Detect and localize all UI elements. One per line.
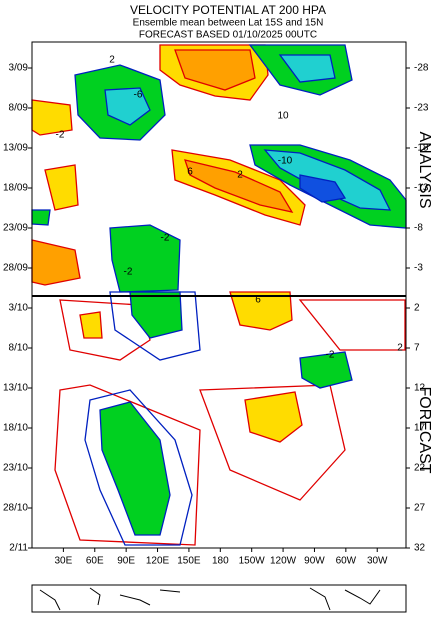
x-tick-label: 120E [146, 556, 170, 567]
y-tick-label: 18/09 [3, 183, 28, 194]
y-tick-label: 8/10 [9, 343, 29, 354]
x-tick-label: 60E [86, 556, 104, 567]
contour-label: 2 [397, 343, 403, 354]
y-tick-label: 23/10 [3, 463, 28, 474]
x-tick-label: 180 [212, 556, 229, 567]
y2-tick-label: 7 [414, 343, 420, 354]
y2-tick-label: 12 [414, 383, 426, 394]
chart-title: VELOCITY POTENTIAL AT 200 HPA [130, 3, 326, 17]
map-strip [31, 584, 407, 613]
x-tick-label: 90W [304, 556, 325, 567]
y2-tick-label: -8 [414, 223, 423, 234]
y-tick-label: 13/10 [3, 383, 28, 394]
y2-tick-label: -23 [414, 103, 429, 114]
contour-label: 10 [277, 111, 289, 122]
contour-label: -6 [134, 90, 143, 101]
section-label: ANALYSIS [416, 131, 433, 208]
y2-tick-label: -18 [414, 143, 429, 154]
y-tick-label: 8/09 [9, 103, 29, 114]
y-tick-label: 3/09 [9, 63, 29, 74]
y-tick-label: 3/10 [9, 303, 29, 314]
contour-label: -2 [326, 350, 335, 361]
y2-tick-label: 2 [414, 303, 420, 314]
y2-tick-label: -3 [414, 263, 423, 274]
y-tick-label: 28/09 [3, 263, 28, 274]
contour-label: 6 [255, 295, 261, 306]
x-tick-label: 60W [336, 556, 357, 567]
x-tick-label: 150E [177, 556, 201, 567]
y2-tick-label: -28 [414, 63, 429, 74]
y2-tick-label: 22 [414, 463, 426, 474]
contour-label: -2 [56, 130, 65, 141]
x-tick-label: 120W [270, 556, 297, 567]
contour-label: 6 [187, 167, 193, 178]
contour-label: -2 [124, 267, 133, 278]
contour-label: 2 [109, 55, 115, 66]
y2-tick-label: 32 [414, 543, 426, 554]
section-label: FORECAST [416, 386, 433, 473]
x-tick-label: 150W [239, 556, 266, 567]
y-tick-label: 23/09 [3, 223, 28, 234]
y-tick-label: 28/10 [3, 503, 28, 514]
subtitle: Ensemble mean between Lat 15S and 15N [133, 18, 324, 29]
contour-label: -2 [161, 233, 170, 244]
y-tick-label: 18/10 [3, 423, 28, 434]
contour-label: -10 [278, 156, 293, 167]
y2-tick-label: 17 [414, 423, 426, 434]
y-tick-label: 2/11 [9, 543, 28, 554]
subtitle: FORECAST BASED 01/10/2025 00UTC [139, 30, 317, 41]
x-tick-label: 30W [367, 556, 388, 567]
y-tick-label: 13/09 [3, 143, 28, 154]
y2-tick-label: -13 [414, 183, 429, 194]
y2-tick-label: 27 [414, 503, 426, 514]
x-tick-label: 30E [54, 556, 72, 567]
contour-field [31, 44, 407, 546]
contour-label: 2 [237, 170, 243, 181]
x-tick-label: 90E [117, 556, 135, 567]
